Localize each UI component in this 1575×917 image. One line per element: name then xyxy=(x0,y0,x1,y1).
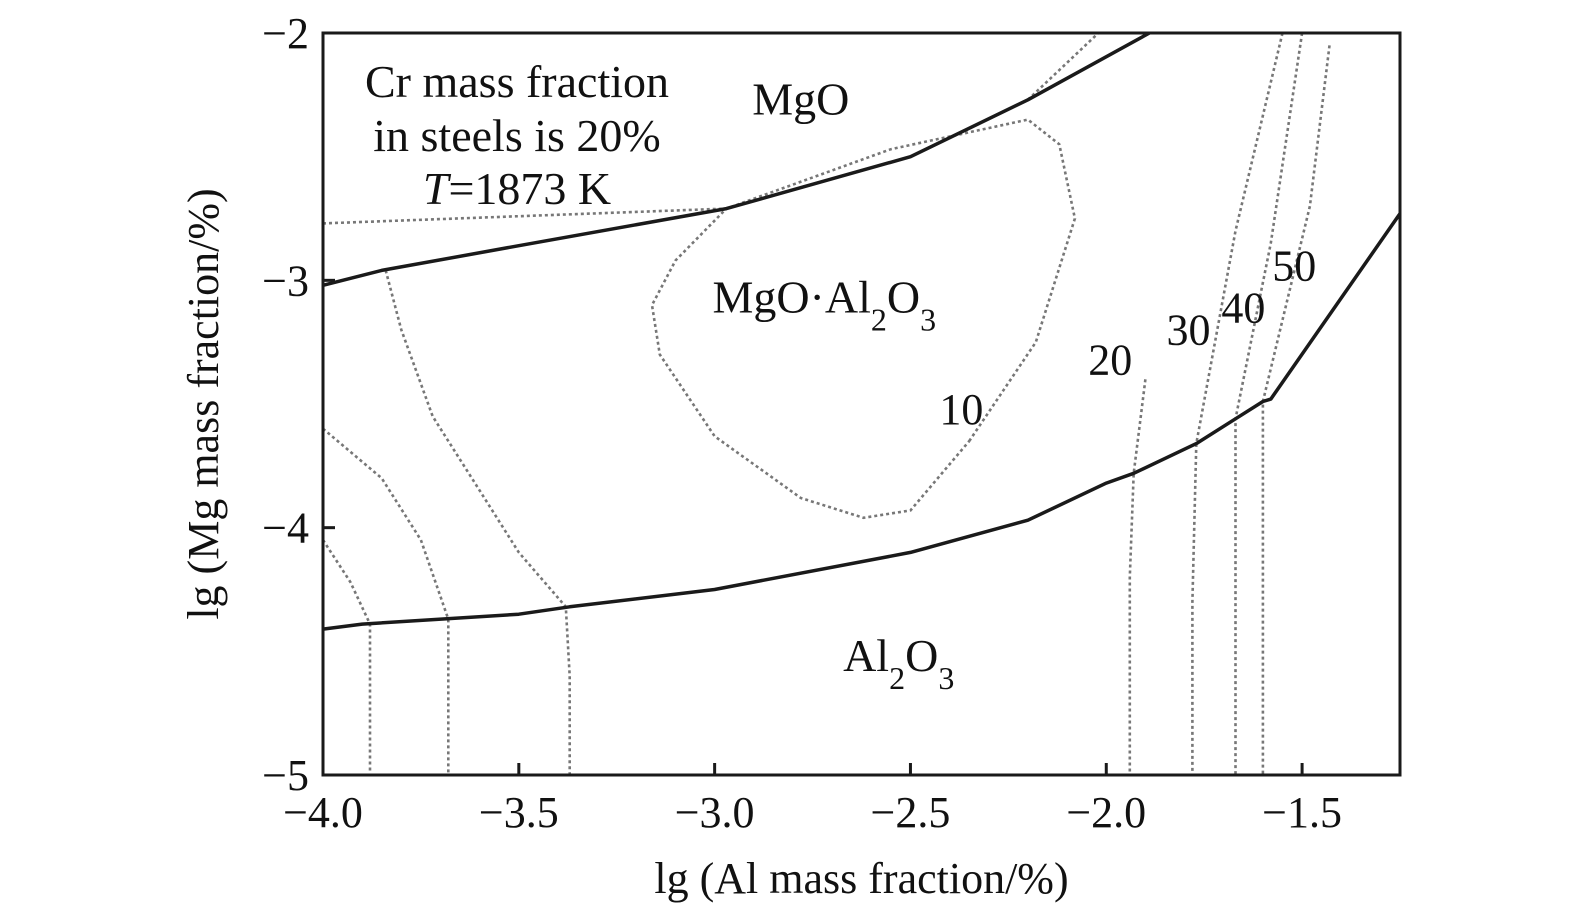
plot-frame xyxy=(321,31,1402,777)
axis-ticks: −4.0 −3.5 −3.0 −2.5 −2.0 −1.5 −5 −4 −3 −2 xyxy=(262,9,1342,837)
region-label-al2o3: Al2O3 xyxy=(843,630,954,696)
region-label-spinel: MgO·Al2O3 xyxy=(712,271,936,337)
contour-label-40: 40 xyxy=(1221,283,1265,332)
contour-line-20 xyxy=(1128,379,1147,775)
y-axis-title: lg (Mg mass fraction/%) xyxy=(179,188,228,619)
y-tick-label: −5 xyxy=(262,751,309,800)
contour-label-10: 10 xyxy=(939,385,983,434)
contour-line-10 xyxy=(650,118,1077,520)
contour-line xyxy=(322,427,450,775)
phase-boundaries xyxy=(322,31,1402,631)
x-tick-label: −3.5 xyxy=(479,788,559,837)
y-tick-label: −2 xyxy=(262,9,309,58)
x-tick-label: −1.5 xyxy=(1262,788,1342,837)
x-tick-label: −2.0 xyxy=(1066,788,1146,837)
contour-label-50: 50 xyxy=(1272,241,1316,290)
contour-line-50 xyxy=(1261,45,1331,775)
region-label-mgo: MgO xyxy=(752,74,849,125)
x-tick-label: −3.0 xyxy=(675,788,755,837)
y-tick-label: −3 xyxy=(262,256,309,305)
x-tick-label: −2.5 xyxy=(871,788,951,837)
x-tick-label: −4.0 xyxy=(283,788,363,837)
note-steel-line: in steels is 20% xyxy=(373,110,660,161)
contour-line-30 xyxy=(1191,32,1284,775)
phase-boundary-line xyxy=(322,212,1402,631)
contour-line xyxy=(322,207,727,225)
note-temperature-line: T=1873 K xyxy=(423,163,611,214)
contour-line-40 xyxy=(1234,32,1304,775)
note-cr-line: Cr mass fraction xyxy=(365,56,669,107)
contour-label-20: 20 xyxy=(1088,335,1132,384)
contour-line xyxy=(321,539,372,775)
x-axis-title: lg (Al mass fraction/%) xyxy=(654,854,1068,903)
contour-line xyxy=(384,270,571,775)
y-tick-label: −4 xyxy=(262,504,309,553)
contour-label-30: 30 xyxy=(1167,306,1211,355)
phase-boundary-line xyxy=(322,31,1151,287)
